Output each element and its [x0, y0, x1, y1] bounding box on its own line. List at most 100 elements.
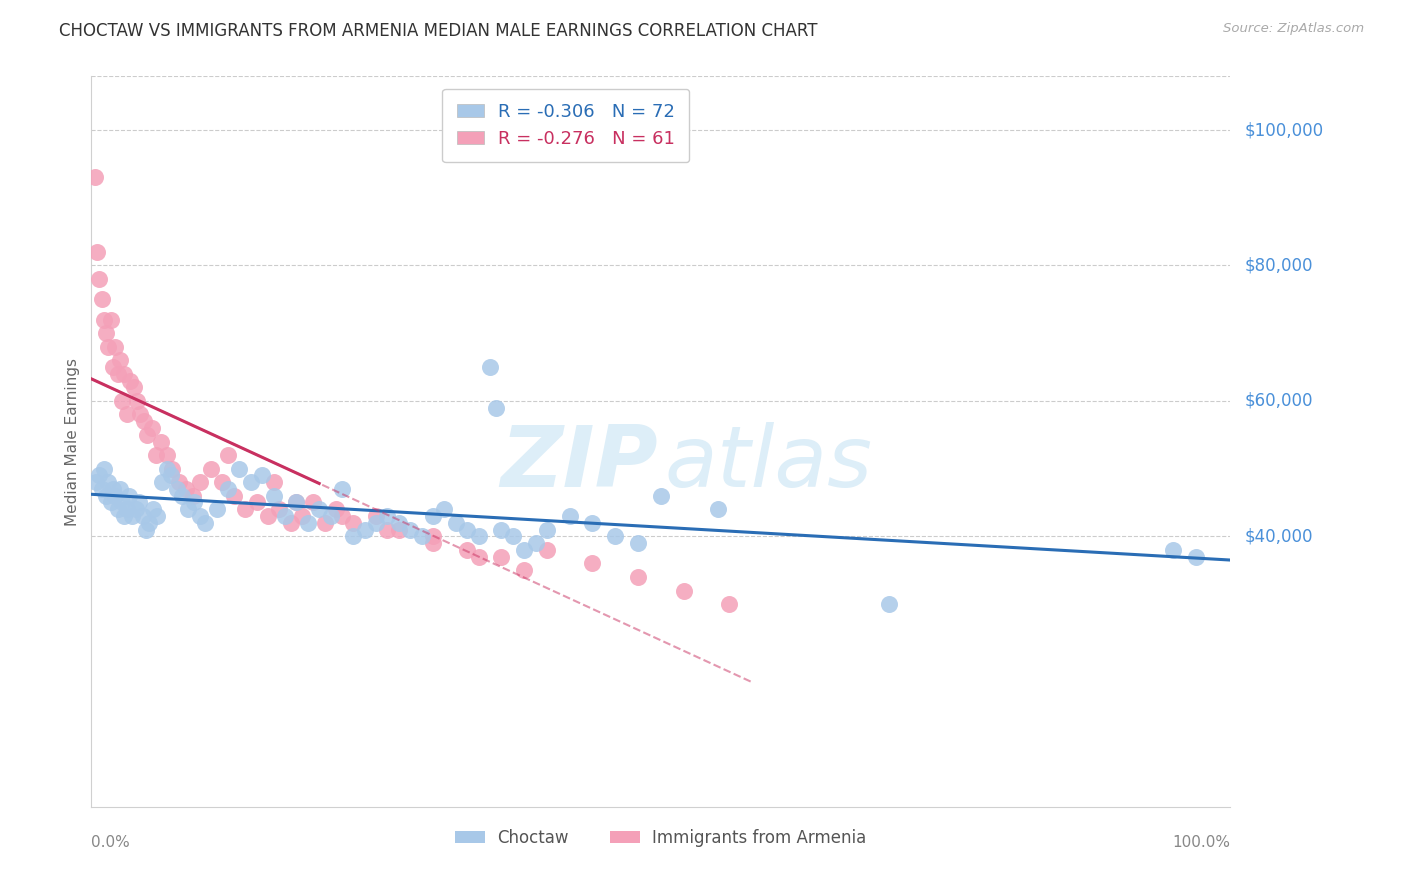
Point [108, 482, 131, 496]
Point [101, 482, 124, 496]
Point [319, 509, 342, 524]
Point [104, 489, 127, 503]
Point [308, 502, 330, 516]
Point [97, 340, 120, 354]
Point [581, 516, 603, 530]
Point [90, 293, 112, 307]
Point [513, 542, 536, 557]
Point [142, 502, 165, 516]
Point [83, 170, 105, 185]
Point [125, 393, 148, 408]
Point [160, 468, 183, 483]
Point [467, 549, 489, 564]
Point [285, 495, 308, 509]
Point [217, 482, 239, 496]
Point [132, 414, 155, 428]
Point [93, 461, 115, 475]
Point [166, 482, 188, 496]
Point [172, 489, 194, 503]
Point [280, 516, 302, 530]
Point [111, 393, 134, 408]
Point [330, 482, 353, 496]
Point [86, 244, 108, 259]
Point [101, 359, 124, 374]
Text: Source: ZipAtlas.com: Source: ZipAtlas.com [1223, 22, 1364, 36]
Point [269, 502, 291, 516]
Point [233, 502, 256, 516]
Point [145, 448, 167, 462]
Point [524, 536, 547, 550]
Point [112, 509, 135, 524]
Point [718, 597, 741, 611]
Text: 0.0%: 0.0% [91, 835, 131, 850]
Point [263, 475, 285, 490]
Point [107, 502, 129, 516]
Point [627, 570, 650, 584]
Point [107, 367, 129, 381]
Point [84, 475, 107, 490]
Point [115, 408, 138, 422]
Text: ZIP: ZIP [499, 422, 658, 505]
Point [167, 475, 190, 490]
Point [364, 516, 387, 530]
Point [399, 523, 422, 537]
Point [502, 529, 524, 543]
Point [291, 509, 314, 524]
Point [162, 461, 184, 475]
Point [96, 326, 118, 341]
Point [257, 509, 280, 524]
Point [136, 427, 159, 442]
Point [111, 495, 134, 509]
Point [108, 353, 131, 368]
Point [115, 502, 138, 516]
Text: atlas: atlas [664, 422, 872, 505]
Point [150, 475, 173, 490]
Point [200, 461, 222, 475]
Point [149, 434, 172, 449]
Point [536, 542, 558, 557]
Point [239, 475, 262, 490]
Point [112, 367, 135, 381]
Point [581, 557, 603, 571]
Point [245, 495, 267, 509]
Point [877, 597, 900, 611]
Point [104, 340, 127, 354]
Point [118, 489, 141, 503]
Point [177, 502, 200, 516]
Point [388, 523, 411, 537]
Point [325, 502, 347, 516]
Point [100, 312, 122, 326]
Point [342, 529, 364, 543]
Point [188, 475, 211, 490]
Point [422, 536, 444, 550]
Point [478, 359, 501, 374]
Point [558, 509, 581, 524]
Point [141, 421, 163, 435]
Point [138, 516, 160, 530]
Point [93, 312, 115, 326]
Point [125, 502, 148, 516]
Point [364, 509, 387, 524]
Point [100, 495, 122, 509]
Point [1161, 542, 1184, 557]
Point [456, 542, 478, 557]
Legend: Choctaw, Immigrants from Armenia: Choctaw, Immigrants from Armenia [449, 822, 873, 854]
Point [485, 401, 508, 415]
Y-axis label: Median Male Earnings: Median Male Earnings [65, 358, 80, 525]
Point [194, 516, 217, 530]
Text: $40,000: $40,000 [1244, 527, 1313, 545]
Point [377, 509, 399, 524]
Point [422, 509, 444, 524]
Point [1185, 549, 1208, 564]
Point [314, 516, 336, 530]
Point [121, 509, 143, 524]
Text: 100.0%: 100.0% [1173, 835, 1230, 850]
Point [263, 489, 285, 503]
Point [444, 516, 467, 530]
Point [302, 495, 325, 509]
Point [131, 509, 153, 524]
Point [433, 502, 456, 516]
Point [605, 529, 627, 543]
Point [205, 502, 228, 516]
Point [513, 563, 536, 577]
